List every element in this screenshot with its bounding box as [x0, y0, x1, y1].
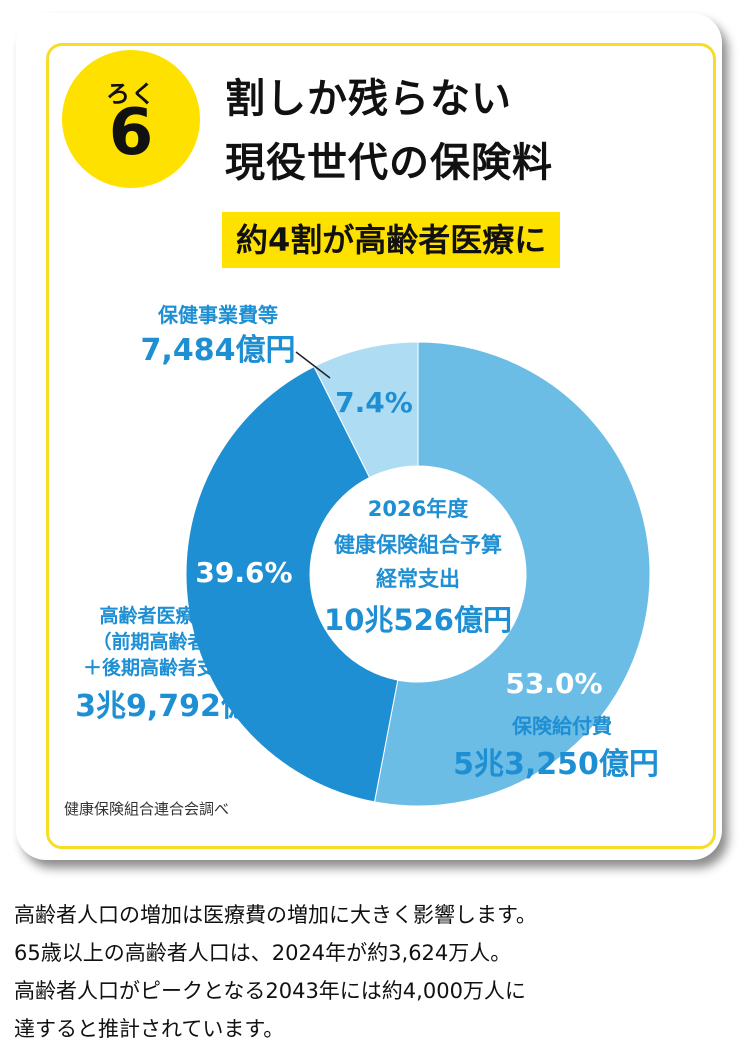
- card-border: [46, 43, 716, 849]
- center-label-year: 2026年度: [368, 497, 468, 521]
- slice-detail-elderly-2: ＋後期高齢者支援金）: [83, 656, 273, 679]
- slice-detail-elderly-1: （前期高齢者納付金: [92, 630, 264, 653]
- body-paragraph: 高齢者人口の増加は医療費の増加に大きく影響します。 65歳以上の高齢者人口は、2…: [14, 896, 739, 1048]
- title-line-2: 現役世代の保険料: [225, 140, 553, 186]
- slice-amount-benefits: 5兆3,250億円: [453, 747, 659, 782]
- body-line: 65歳以上の高齢者人口は、2024年が約3,624万人。: [14, 941, 512, 965]
- donut-hole: [310, 466, 526, 682]
- slice-label-benefits: 保険給付費: [511, 714, 612, 738]
- leader-line: [295, 351, 331, 379]
- slice-percent-benefits: 53.0%: [505, 667, 602, 700]
- center-label-kind: 経常支出: [376, 567, 460, 591]
- title-line-1: 割しか残らない: [225, 76, 512, 122]
- body-line: 高齢者人口の増加は医療費の増加に大きく影響します。: [14, 903, 537, 927]
- slice-percent-health: 7.4%: [335, 386, 413, 419]
- center-label-total: 10兆526億円: [324, 603, 512, 637]
- slice-label-health: 保健事業費等: [157, 303, 278, 327]
- slice-amount-elderly: 3兆9,792億円: [75, 689, 281, 724]
- number-badge: ろく 6: [62, 50, 200, 188]
- donut-chart: 2026年度 健康保険組合予算 経常支出 10兆526億円 53.0% 39.6…: [75, 303, 659, 807]
- slice-label-elderly: 高齢者医療への支援: [99, 604, 271, 627]
- body-line: 高齢者人口がピークとなる2043年には約4,000万人に: [14, 979, 526, 1003]
- center-label-org: 健康保険組合予算: [334, 533, 502, 557]
- subtitle-highlight: 約4割が高齢者医療に: [222, 212, 561, 268]
- slice-percent-elderly: 39.6%: [195, 556, 292, 589]
- badge-number: 6: [108, 96, 154, 170]
- slice-amount-health: 7,484億円: [141, 333, 296, 368]
- body-line: 達すると推計されています。: [14, 1017, 285, 1041]
- source-note: 健康保険組合連合会調べ: [64, 800, 230, 818]
- badge-reading: ろく: [106, 80, 156, 108]
